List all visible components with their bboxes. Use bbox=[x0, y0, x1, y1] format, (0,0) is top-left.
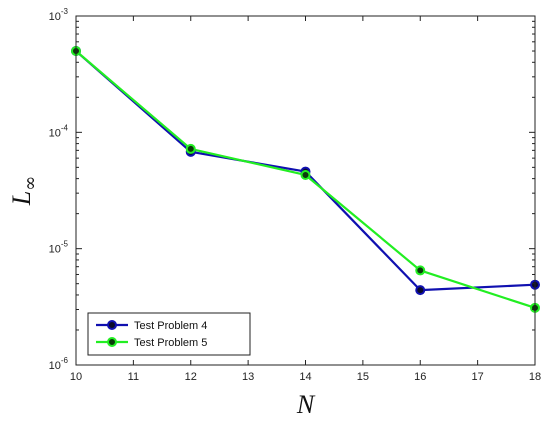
y-tick-exponent: -5 bbox=[61, 240, 69, 249]
y-tick-label: 10-5 bbox=[49, 240, 69, 256]
y-tick-label: 10-3 bbox=[49, 7, 69, 23]
y-axis-label-main: L bbox=[7, 191, 36, 206]
x-axis-label: N bbox=[296, 390, 316, 419]
y-tick-base: 10 bbox=[49, 127, 61, 139]
legend-marker-2 bbox=[107, 337, 117, 347]
legend-box bbox=[87, 312, 251, 356]
x-tick-label: 14 bbox=[299, 371, 311, 383]
y-tick-base: 10 bbox=[49, 244, 61, 256]
y-tick-exponent: -3 bbox=[61, 7, 69, 16]
x-tick-label: 12 bbox=[185, 371, 197, 383]
y-tick-label: 10-6 bbox=[49, 356, 69, 372]
x-tick-label: 10 bbox=[70, 371, 82, 383]
y-tick-base: 10 bbox=[49, 11, 61, 23]
legend-entry-1: Test Problem 4 bbox=[134, 320, 207, 332]
y-tick-exponent: -4 bbox=[61, 123, 69, 132]
x-tick-label: 13 bbox=[242, 371, 254, 383]
series-2-point bbox=[300, 169, 311, 180]
x-tick-label: 17 bbox=[472, 371, 484, 383]
legend-entry-2: Test Problem 5 bbox=[134, 337, 207, 349]
series-layer bbox=[71, 46, 540, 313]
legend: Test Problem 4 Test Problem 5 bbox=[87, 312, 251, 356]
x-tick-label: 11 bbox=[128, 371, 139, 383]
series-2-point bbox=[415, 265, 426, 276]
x-tick-label: 16 bbox=[414, 371, 426, 383]
series-2-point bbox=[185, 143, 196, 154]
legend-marker-1 bbox=[107, 320, 117, 330]
y-axis-label-subscript: ∞ bbox=[20, 176, 41, 191]
x-tick-label: 18 bbox=[529, 371, 541, 383]
y-tick-base: 10 bbox=[49, 360, 61, 372]
series-1-point bbox=[415, 285, 426, 296]
y-axis-label: L∞ bbox=[7, 176, 41, 206]
y-tick-label: 10-4 bbox=[49, 123, 69, 139]
y-tick-exponent: -6 bbox=[61, 356, 69, 365]
x-tick-label: 15 bbox=[357, 371, 369, 383]
